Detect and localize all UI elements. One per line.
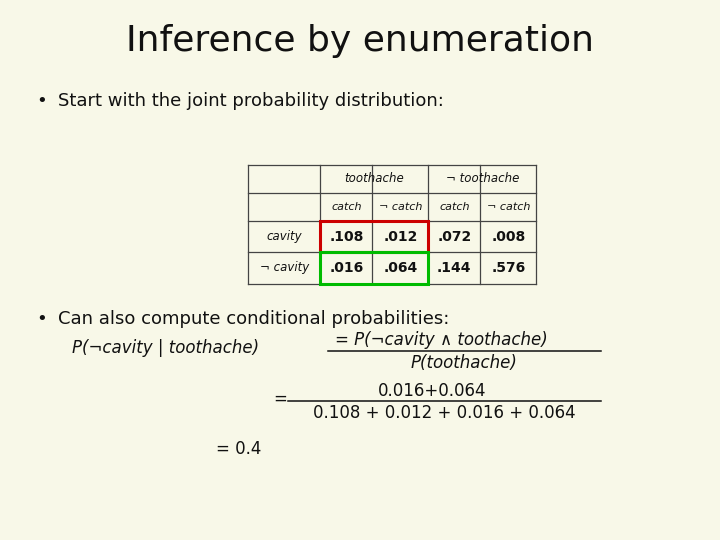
Text: .008: .008 bbox=[491, 230, 526, 244]
Text: .576: .576 bbox=[491, 261, 526, 275]
Text: P(¬cavity | toothache): P(¬cavity | toothache) bbox=[72, 339, 259, 357]
Text: catch: catch bbox=[331, 202, 361, 212]
Text: catch: catch bbox=[439, 202, 469, 212]
Text: = 0.4: = 0.4 bbox=[216, 440, 261, 458]
Text: ¬ toothache: ¬ toothache bbox=[446, 172, 519, 185]
Text: ¬ catch: ¬ catch bbox=[379, 202, 422, 212]
Bar bbox=[320, 221, 428, 252]
Text: P(toothache): P(toothache) bbox=[411, 354, 518, 372]
Text: •: • bbox=[36, 92, 47, 110]
Text: toothache: toothache bbox=[345, 172, 404, 185]
Text: Can also compute conditional probabilities:: Can also compute conditional probabiliti… bbox=[58, 310, 449, 328]
Text: = P(¬cavity ∧ toothache): = P(¬cavity ∧ toothache) bbox=[335, 331, 547, 349]
Text: .016: .016 bbox=[329, 261, 364, 275]
Text: .064: .064 bbox=[383, 261, 418, 275]
Text: 0.016+0.064: 0.016+0.064 bbox=[378, 382, 486, 401]
Text: .144: .144 bbox=[437, 261, 472, 275]
Text: .012: .012 bbox=[383, 230, 418, 244]
Text: •: • bbox=[36, 310, 47, 328]
Text: .108: .108 bbox=[329, 230, 364, 244]
Text: ¬ cavity: ¬ cavity bbox=[260, 261, 309, 274]
Text: ¬ catch: ¬ catch bbox=[487, 202, 530, 212]
Text: =: = bbox=[274, 389, 287, 408]
Bar bbox=[320, 252, 428, 284]
Text: .072: .072 bbox=[437, 230, 472, 244]
Text: cavity: cavity bbox=[266, 230, 302, 243]
Text: Inference by enumeration: Inference by enumeration bbox=[126, 24, 594, 58]
Text: Start with the joint probability distribution:: Start with the joint probability distrib… bbox=[58, 92, 444, 110]
Text: 0.108 + 0.012 + 0.016 + 0.064: 0.108 + 0.012 + 0.016 + 0.064 bbox=[313, 403, 576, 422]
